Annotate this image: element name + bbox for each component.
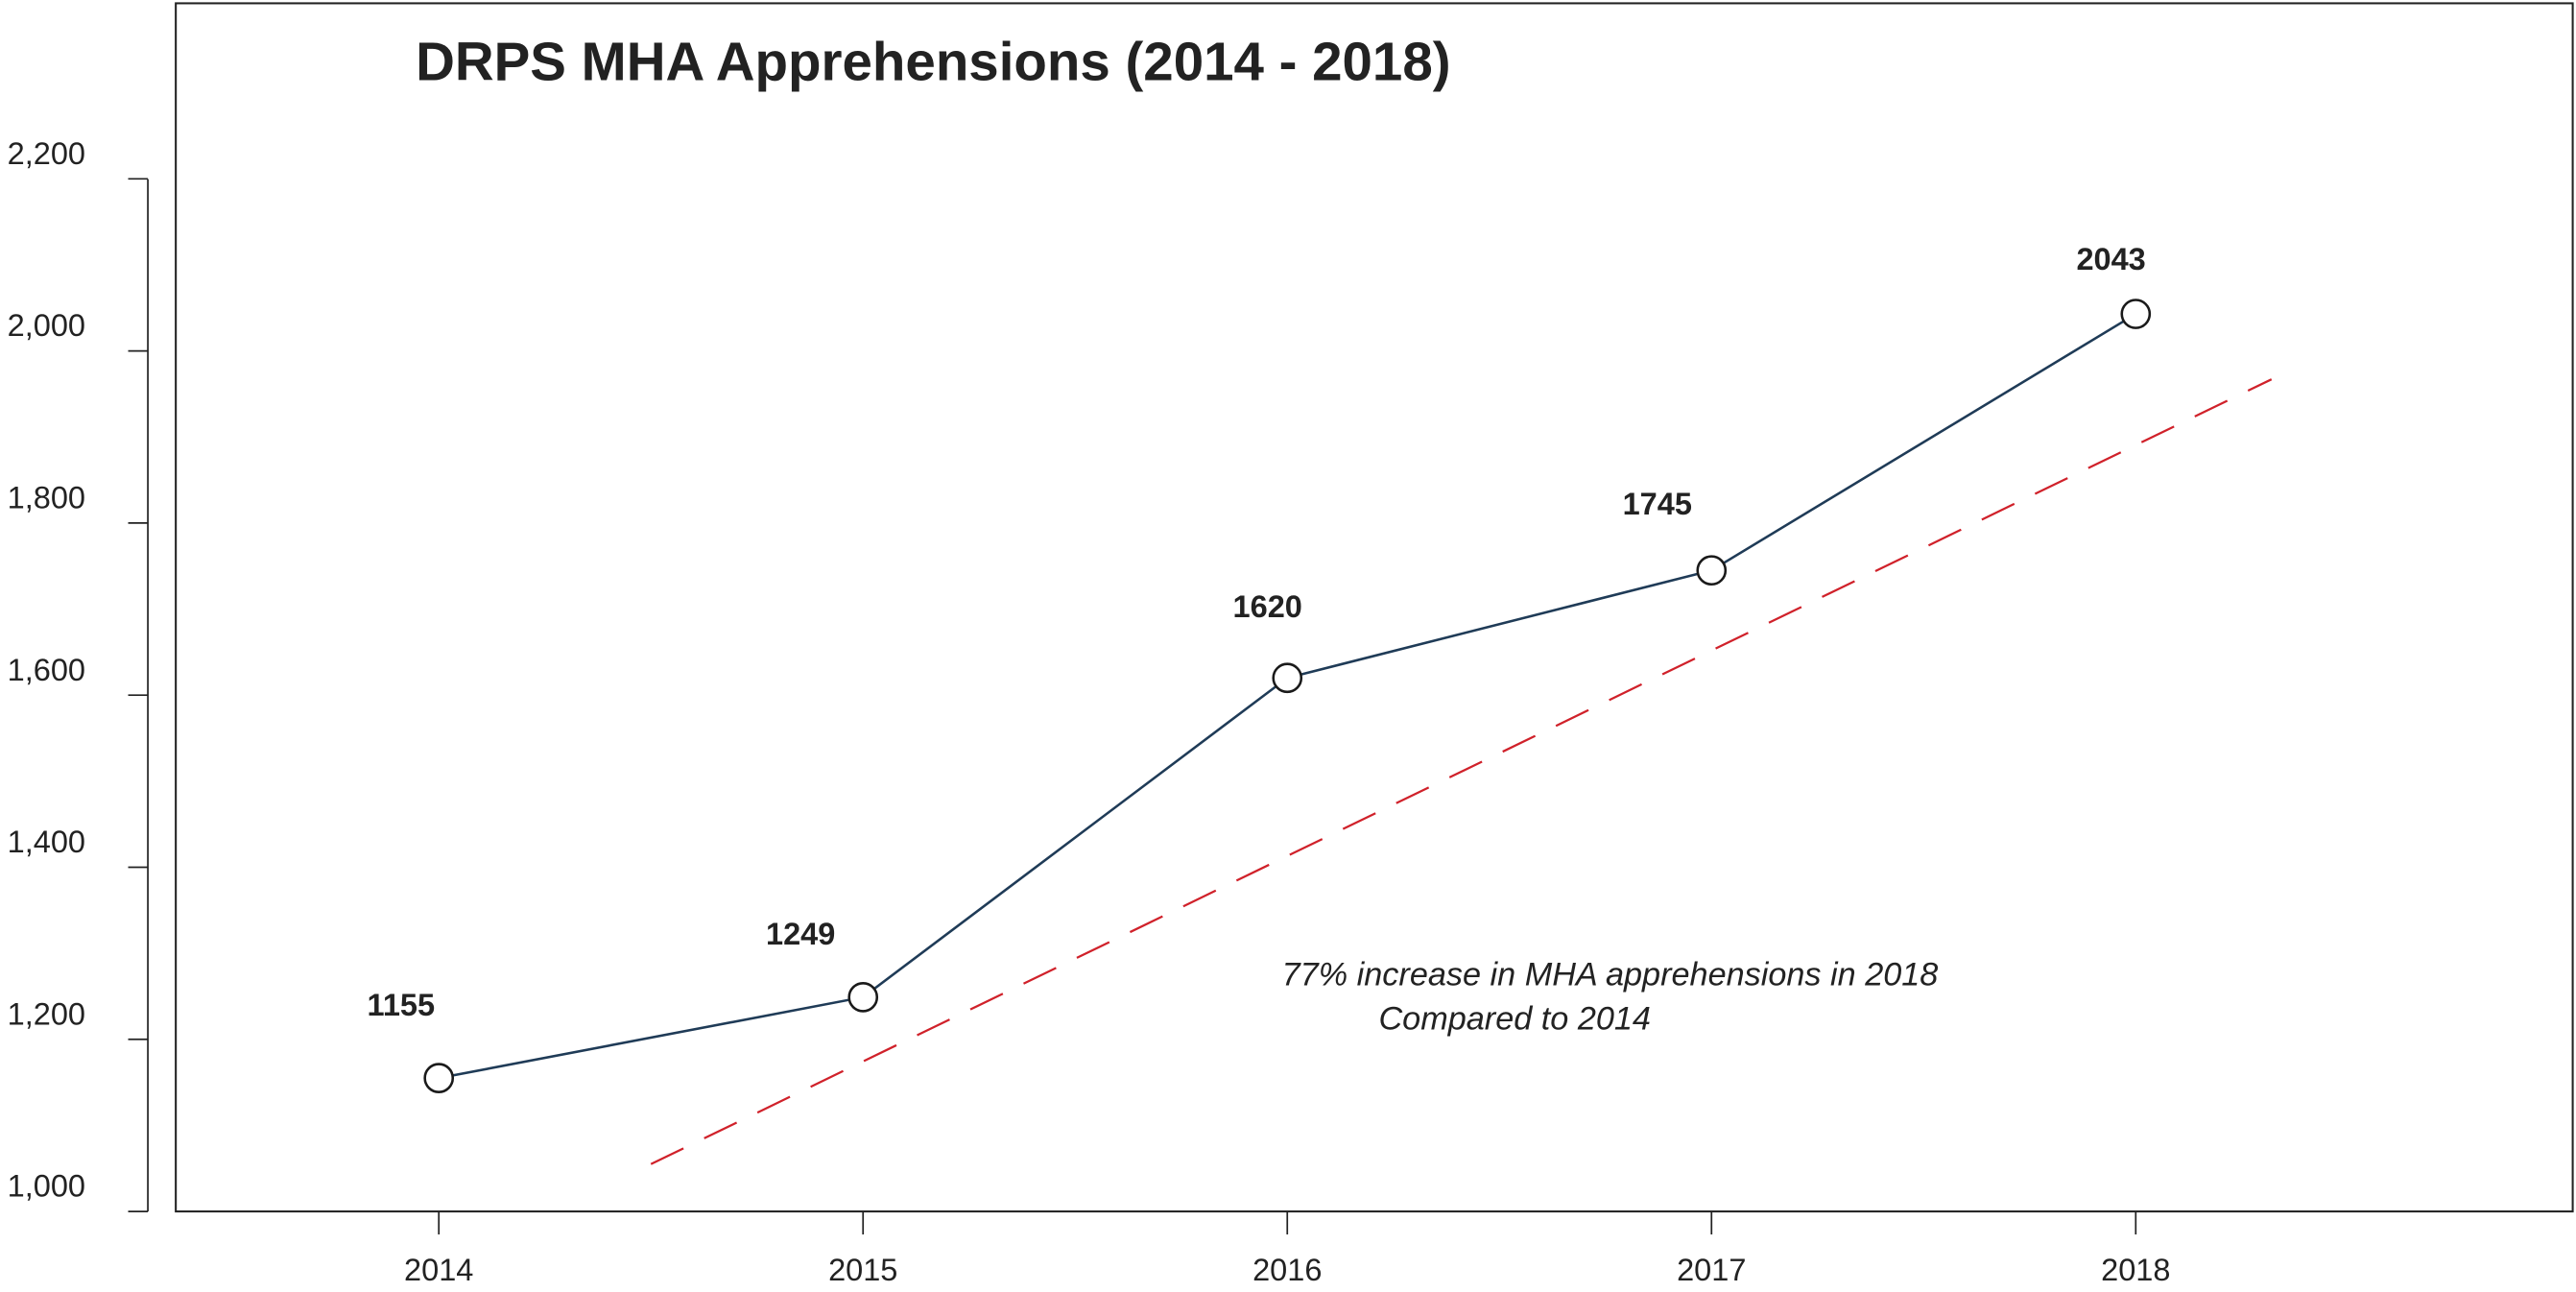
- data-label: 1155: [368, 988, 436, 1022]
- y-tick-label: 1,400: [8, 825, 85, 859]
- y-tick-label: 1,000: [8, 1169, 85, 1204]
- data-point: [1272, 662, 1303, 694]
- y-tick-label: 2,000: [8, 308, 85, 343]
- y-tick-label: 1,600: [8, 653, 85, 687]
- x-tick-label: 2016: [1252, 1253, 1322, 1287]
- y-tick-label: 1,200: [8, 996, 85, 1031]
- x-tick-label: 2014: [404, 1253, 473, 1287]
- data-label: 1620: [1233, 589, 1302, 624]
- data-point: [423, 1063, 455, 1093]
- x-tick-label: 2015: [828, 1253, 897, 1287]
- data-point: [847, 982, 879, 1013]
- data-label: 2043: [2076, 242, 2145, 276]
- plot-frame: [175, 2, 2574, 1213]
- data-point: [1696, 555, 1728, 586]
- x-tick-label: 2018: [2101, 1253, 2170, 1287]
- annotation: 77% increase in MHA apprehensions in 201…: [1282, 956, 1939, 993]
- annotation: Compared to 2014: [1378, 1000, 1651, 1037]
- y-tick-label: 1,800: [8, 481, 85, 515]
- trend-line: [650, 378, 2273, 1165]
- data-label: 1249: [766, 917, 835, 951]
- data-label: 1745: [1623, 487, 1692, 521]
- chart-title: DRPS MHA Apprehensions (2014 - 2018): [416, 31, 1451, 91]
- x-tick-label: 2017: [1677, 1253, 1746, 1287]
- data-point: [2120, 299, 2152, 329]
- y-tick-label: 2,200: [8, 136, 85, 171]
